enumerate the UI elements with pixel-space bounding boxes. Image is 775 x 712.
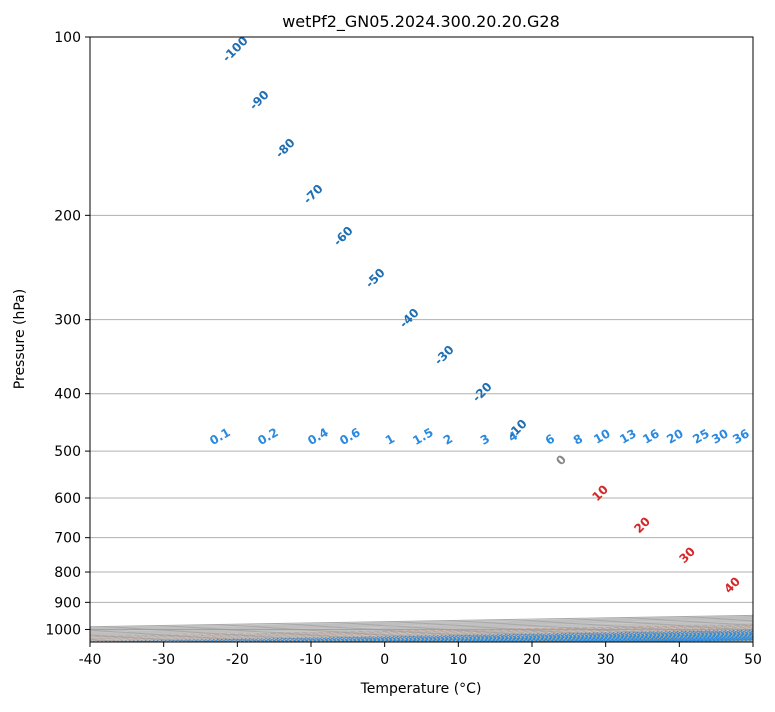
x-tick-label: 50 — [744, 652, 762, 668]
x-tick-label: 0 — [380, 652, 389, 668]
y-tick-label: 900 — [54, 595, 81, 611]
y-tick-label: 700 — [54, 531, 81, 547]
y-axis-title: Pressure (hPa) — [12, 289, 28, 389]
y-tick-label: 400 — [54, 387, 81, 403]
y-tick-label: 100 — [54, 30, 81, 46]
x-axis-title: Temperature (°C) — [360, 681, 482, 697]
y-tick-label: 800 — [54, 565, 81, 581]
y-tick-label: 600 — [54, 491, 81, 507]
x-tick-label: -40 — [79, 652, 102, 668]
x-tick-label: 20 — [523, 652, 541, 668]
y-tick-label: 1000 — [45, 622, 81, 638]
x-tick-label: -30 — [152, 652, 175, 668]
x-tick-label: -20 — [226, 652, 249, 668]
x-tick-label: -10 — [300, 652, 323, 668]
x-tick-label: 10 — [449, 652, 467, 668]
x-tick-label: 40 — [670, 652, 688, 668]
y-tick-label: 300 — [54, 313, 81, 329]
chart-title: wetPf2_GN05.2024.300.20.20.G28 — [282, 12, 560, 32]
y-tick-label: 500 — [54, 444, 81, 460]
y-tick-label: 200 — [54, 208, 81, 224]
x-tick-label: 30 — [597, 652, 615, 668]
